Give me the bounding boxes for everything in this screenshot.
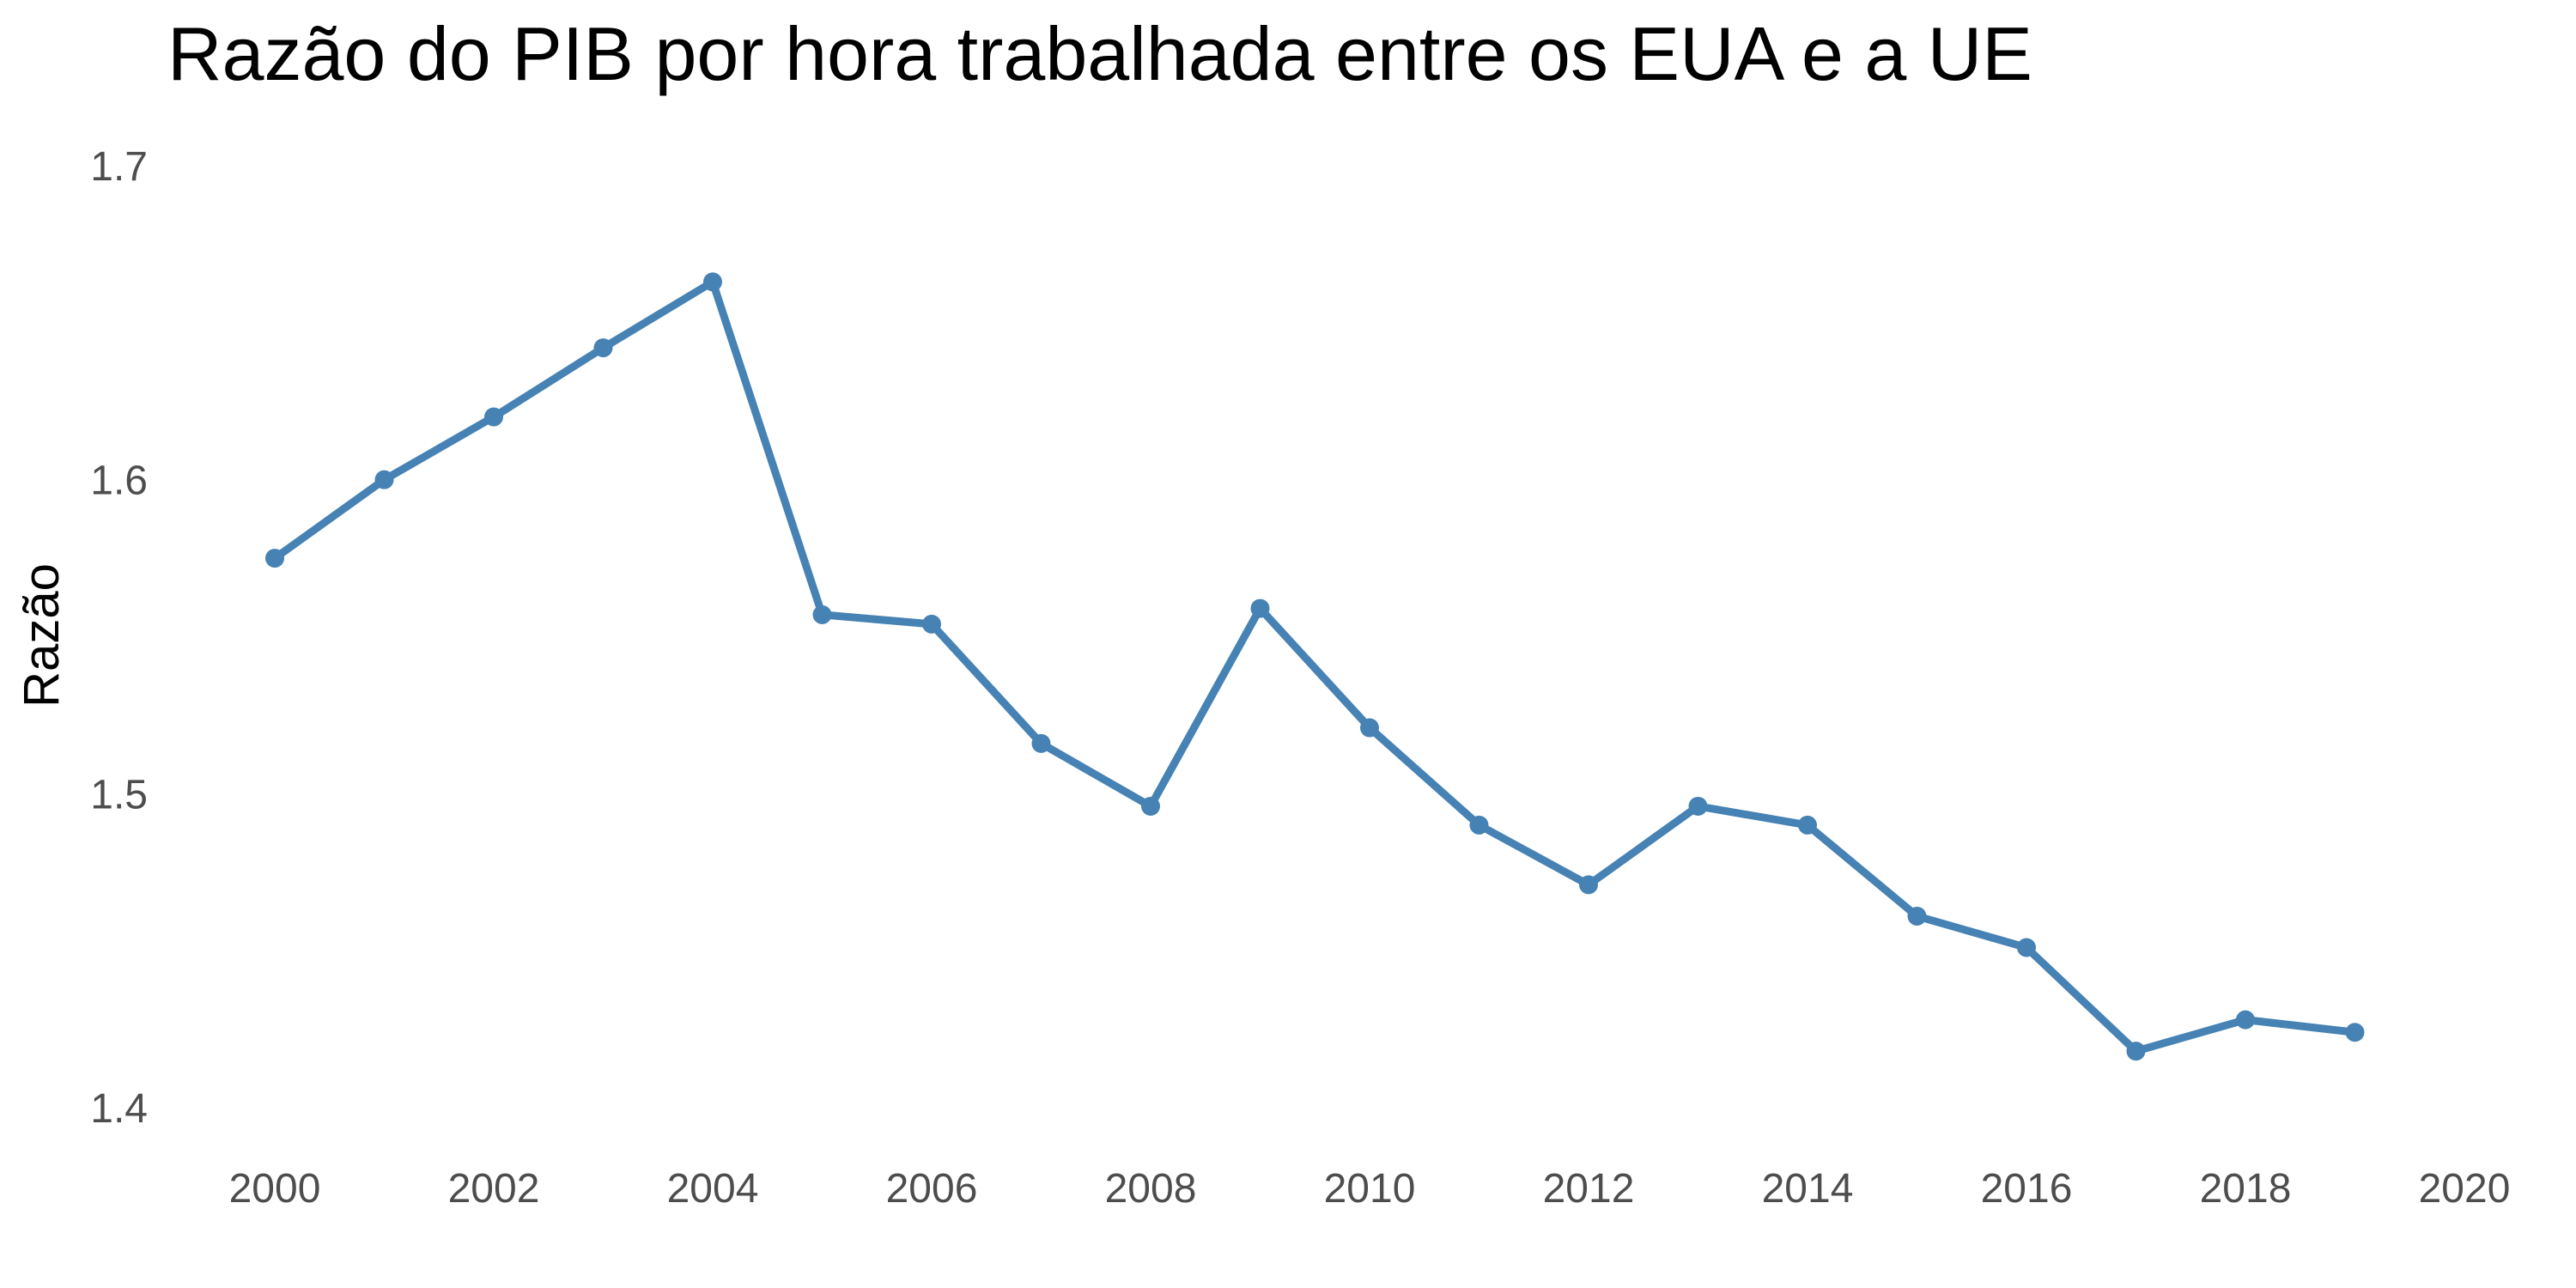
data-point (2017, 938, 2036, 957)
y-tick-label: 1.7 (90, 144, 148, 190)
data-point (1688, 796, 1708, 816)
x-tick-label: 2018 (2200, 1166, 2292, 1212)
x-tick-label: 2000 (229, 1166, 321, 1212)
y-axis-label: Razão (14, 563, 70, 708)
data-point (2126, 1042, 2146, 1061)
data-point (265, 549, 284, 568)
data-point (1579, 875, 1598, 895)
x-tick-label: 2014 (1762, 1166, 1854, 1212)
series-line (270, 277, 2359, 1055)
x-tick-label: 2002 (448, 1166, 540, 1212)
data-point (2236, 1010, 2255, 1030)
data-point (812, 605, 832, 624)
y-tick-label: 1.5 (90, 772, 148, 817)
x-tick-label: 2016 (1981, 1166, 2073, 1212)
data-point (1141, 796, 1160, 816)
data-point (484, 407, 503, 427)
y-axis-ticks: 1.4 1.5 1.6 1.7 (90, 144, 148, 1132)
data-point (593, 338, 613, 358)
data-point (374, 470, 394, 489)
data-point (1031, 733, 1051, 753)
data-point (2345, 1023, 2365, 1042)
y-tick-label: 1.4 (90, 1086, 148, 1132)
data-point (1250, 598, 1270, 618)
x-tick-label: 2008 (1105, 1166, 1197, 1212)
x-tick-label: 2004 (667, 1166, 759, 1212)
x-tick-label: 2020 (2419, 1166, 2511, 1212)
data-point (1360, 718, 1379, 738)
data-point (922, 614, 941, 634)
data-point (1798, 815, 1817, 835)
x-tick-label: 2010 (1324, 1166, 1416, 1212)
x-tick-label: 2006 (886, 1166, 978, 1212)
series-layer (265, 272, 2365, 1061)
y-tick-label: 1.6 (90, 459, 148, 504)
chart-title: Razão do PIB por hora trabalhada entre o… (167, 11, 2032, 96)
x-axis-ticks: 2000 2002 2004 2006 2008 2010 2012 2014 2016 2018… (229, 1166, 2511, 1212)
data-point (703, 272, 722, 292)
data-point (1469, 815, 1489, 835)
data-point (1907, 906, 1927, 926)
x-tick-label: 2012 (1543, 1166, 1635, 1212)
